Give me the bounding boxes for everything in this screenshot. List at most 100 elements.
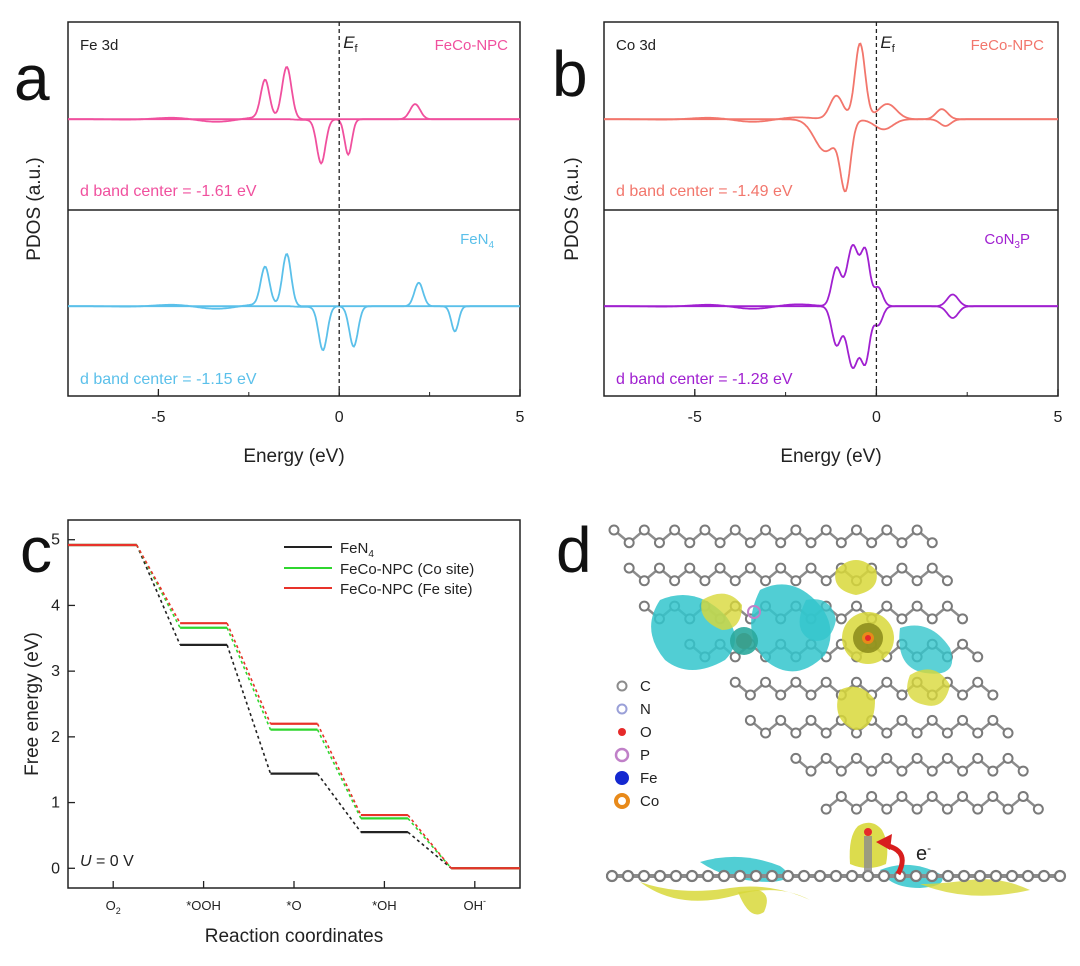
side-carbon-atom bbox=[605, 869, 619, 883]
carbon-atom bbox=[714, 537, 726, 549]
yellow-lobe-bottom bbox=[837, 686, 875, 730]
legend-label-co-site: FeCo-NPC (Co site) bbox=[340, 561, 474, 578]
side-carbon-atom bbox=[845, 869, 859, 883]
side-carbon-atom bbox=[653, 869, 667, 883]
carbon-atom bbox=[760, 524, 772, 536]
carbon-atom bbox=[957, 765, 969, 777]
carbon-atom bbox=[926, 562, 938, 574]
panel-a-bottom-annotation: d band center = -1.15 eV bbox=[80, 371, 257, 388]
carbon-atom bbox=[941, 752, 953, 764]
o-atom bbox=[865, 635, 871, 641]
a-spin-up-1 bbox=[68, 253, 520, 308]
yellow-lobe-left bbox=[701, 593, 742, 630]
carbon-atom bbox=[653, 537, 665, 549]
side-carbon-atom bbox=[909, 869, 923, 883]
legend-atom-P bbox=[614, 747, 630, 763]
c-connector-0-2 bbox=[316, 773, 362, 833]
side-carbon-atom bbox=[669, 869, 683, 883]
legend-atom-Fe bbox=[615, 771, 629, 785]
carbon-atom bbox=[972, 676, 984, 688]
c-xtick-label-3: *OH bbox=[372, 898, 397, 913]
side-view-lobes bbox=[640, 822, 1030, 915]
carbon-atom bbox=[744, 714, 756, 726]
side-carbon-atom bbox=[685, 869, 699, 883]
panel-b-top-annotation: d band center = -1.49 eV bbox=[616, 183, 793, 200]
b-xtick-label-0: -5 bbox=[688, 409, 702, 426]
carbon-atom bbox=[957, 689, 969, 701]
carbon-atom bbox=[775, 689, 787, 701]
legend-label-P: P bbox=[640, 747, 650, 764]
legend-label-fe-site: FeCo-NPC (Fe site) bbox=[340, 581, 473, 598]
carbon-atom bbox=[987, 689, 999, 701]
carbon-atom bbox=[623, 562, 635, 574]
carbon-atom bbox=[820, 676, 832, 688]
carbon-atom bbox=[850, 803, 862, 815]
side-carbon-atom bbox=[973, 869, 987, 883]
legend-label-Fe: Fe bbox=[640, 770, 658, 787]
c-ytick-label-2: 2 bbox=[51, 729, 60, 746]
c-ytick-label-5: 5 bbox=[51, 532, 60, 549]
charge-density-lobes bbox=[651, 560, 953, 730]
c-connector-1-3 bbox=[407, 817, 452, 869]
side-carbon-atom bbox=[749, 869, 763, 883]
carbon-atom bbox=[1002, 727, 1014, 739]
side-co-stem bbox=[864, 836, 872, 872]
legend-atom-Co bbox=[614, 793, 630, 809]
carbon-atom bbox=[926, 765, 938, 777]
carbon-atom bbox=[926, 537, 938, 549]
carbon-atom bbox=[896, 765, 908, 777]
b-spin-down-1 bbox=[604, 305, 1058, 369]
carbon-atom bbox=[805, 765, 817, 777]
electron-transfer-arrow bbox=[887, 843, 905, 876]
panel-a-corner-label: Fe 3d bbox=[80, 37, 118, 54]
side-carbon-atom bbox=[829, 869, 843, 883]
c-connector-2-2 bbox=[316, 723, 362, 816]
b-xtick-label-2: 5 bbox=[1054, 409, 1063, 426]
carbon-atom bbox=[608, 524, 620, 536]
a-spin-down-0 bbox=[68, 118, 520, 165]
c-connector-0-0 bbox=[135, 544, 181, 646]
panel-label-b: b bbox=[552, 38, 588, 110]
legend-label-fen4: FeN4 bbox=[340, 540, 374, 560]
graphene-lattice bbox=[608, 524, 1044, 815]
c-ytick-label-0: 0 bbox=[51, 860, 60, 877]
panel-a-bottom-legend: FeN4 bbox=[460, 231, 494, 251]
carbon-atom bbox=[957, 613, 969, 625]
carbon-atom bbox=[987, 765, 999, 777]
carbon-atom bbox=[972, 727, 984, 739]
side-carbon-atom bbox=[813, 869, 827, 883]
side-carbon-atom bbox=[925, 869, 939, 883]
carbon-atom bbox=[820, 803, 832, 815]
panel-a-curves bbox=[68, 66, 520, 352]
panel-b-xlabel: Energy (eV) bbox=[780, 446, 881, 467]
carbon-atom bbox=[638, 575, 650, 587]
yellow-lobe-top bbox=[835, 560, 877, 595]
carbon-atom bbox=[820, 524, 832, 536]
c-connector-0-3 bbox=[407, 831, 452, 869]
carbon-atom bbox=[760, 676, 772, 688]
side-view: e- bbox=[605, 822, 1067, 915]
side-carbon-atom bbox=[877, 869, 891, 883]
a-spin-down-1 bbox=[68, 305, 520, 352]
panel-b-bottom-legend: CoN3P bbox=[984, 231, 1030, 251]
fe-atom bbox=[736, 633, 752, 649]
carbon-atom bbox=[881, 575, 893, 587]
a-xtick-label-1: 0 bbox=[335, 409, 344, 426]
carbon-atom bbox=[972, 803, 984, 815]
metal-centers bbox=[736, 605, 874, 649]
carbon-atom bbox=[881, 676, 893, 688]
carbon-atom bbox=[835, 790, 847, 802]
side-carbon-atom bbox=[797, 869, 811, 883]
carbon-atom bbox=[896, 613, 908, 625]
panel-a-top-annotation: d band center = -1.61 eV bbox=[80, 183, 257, 200]
yellow-lobe-right bbox=[907, 669, 950, 706]
panel-b-fermi-label: Ef bbox=[880, 33, 895, 55]
carbon-atom bbox=[1002, 803, 1014, 815]
a-spin-up-0 bbox=[68, 66, 520, 121]
carbon-atom bbox=[911, 752, 923, 764]
c-xtick-label-2: *O bbox=[286, 898, 301, 913]
carbon-atom bbox=[638, 524, 650, 536]
c-connector-2-1 bbox=[226, 622, 272, 725]
panel-c-ylabel: Free energy (eV) bbox=[22, 632, 43, 776]
